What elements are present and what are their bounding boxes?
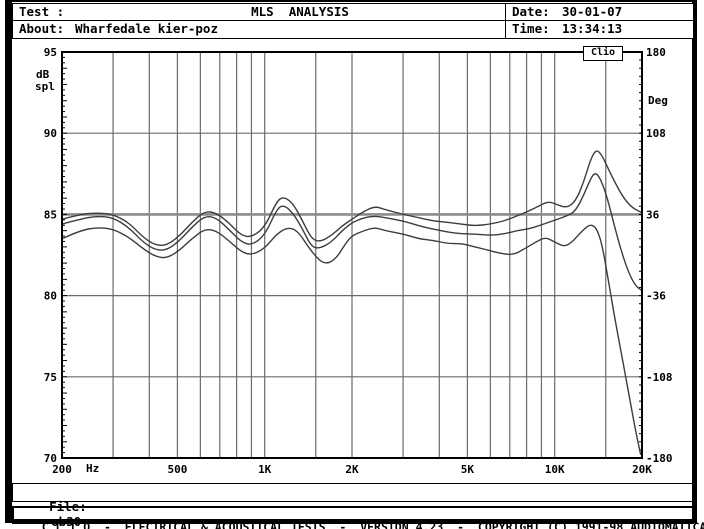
date-value: 30-01-07 — [562, 4, 623, 19]
about-label: About: — [19, 21, 65, 36]
x-axis-label: 20K — [632, 463, 652, 476]
clio-watermark-badge: Clio — [583, 46, 623, 61]
y-axis-label-left: 75 — [44, 371, 57, 384]
test-label: Test : — [19, 4, 65, 19]
copyright-text: C L I O - ELECTRICAL & ACOUSTICAL TESTS … — [41, 520, 704, 529]
x-axis-label: 10K — [545, 463, 565, 476]
curve-mid — [62, 173, 642, 292]
status-bar: C L I O - ELECTRICAL & ACOUSTICAL TESTS … — [12, 506, 704, 529]
y-axis-label-right: 36 — [646, 208, 660, 221]
curve-top — [62, 150, 642, 247]
time-field: Time: 13:34:13 — [505, 20, 694, 39]
about-field: About: Wharfedale kier-poz — [12, 20, 506, 39]
time-value: 13:34:13 — [562, 21, 623, 36]
y-axis-label-right: 108 — [646, 127, 666, 140]
x-axis-label: 5K — [461, 463, 475, 476]
y-axis-unit-deg: Deg — [648, 94, 668, 107]
y-axis-label-left: 85 — [44, 208, 57, 221]
x-axis-label: 500 — [167, 463, 187, 476]
x-axis-label: 1K — [258, 463, 272, 476]
y-axis-label-left: 70 — [44, 452, 57, 465]
file-value: ob30 — [51, 514, 82, 529]
curve-bottom — [62, 224, 642, 455]
y-axis-label-right: -180 — [646, 452, 673, 465]
y-axis-unit-spl: spl — [35, 80, 55, 93]
y-axis-label-right: 180 — [646, 46, 666, 59]
x-axis-label: 200 — [52, 463, 72, 476]
page-title: MLS ANALYSIS — [251, 4, 349, 19]
y-axis-unit-db: dB — [36, 68, 50, 81]
time-label: Time: — [512, 21, 550, 36]
about-value: Wharfedale kier-poz — [75, 21, 218, 36]
y-axis-label-right: -36 — [646, 290, 666, 303]
y-axis-label-left: 95 — [44, 46, 57, 59]
x-axis-unit-hz: Hz — [86, 462, 100, 475]
y-axis-label-left: 80 — [44, 290, 57, 303]
date-label: Date: — [512, 4, 550, 19]
y-axis-label-left: 90 — [44, 127, 57, 140]
x-axis-label: 2K — [345, 463, 359, 476]
file-bar: File: ob30 Reference: NONE — [12, 483, 694, 529]
outer-frame — [5, 0, 697, 523]
plot-border — [61, 51, 643, 459]
y-axis-label-right: -108 — [646, 371, 673, 384]
